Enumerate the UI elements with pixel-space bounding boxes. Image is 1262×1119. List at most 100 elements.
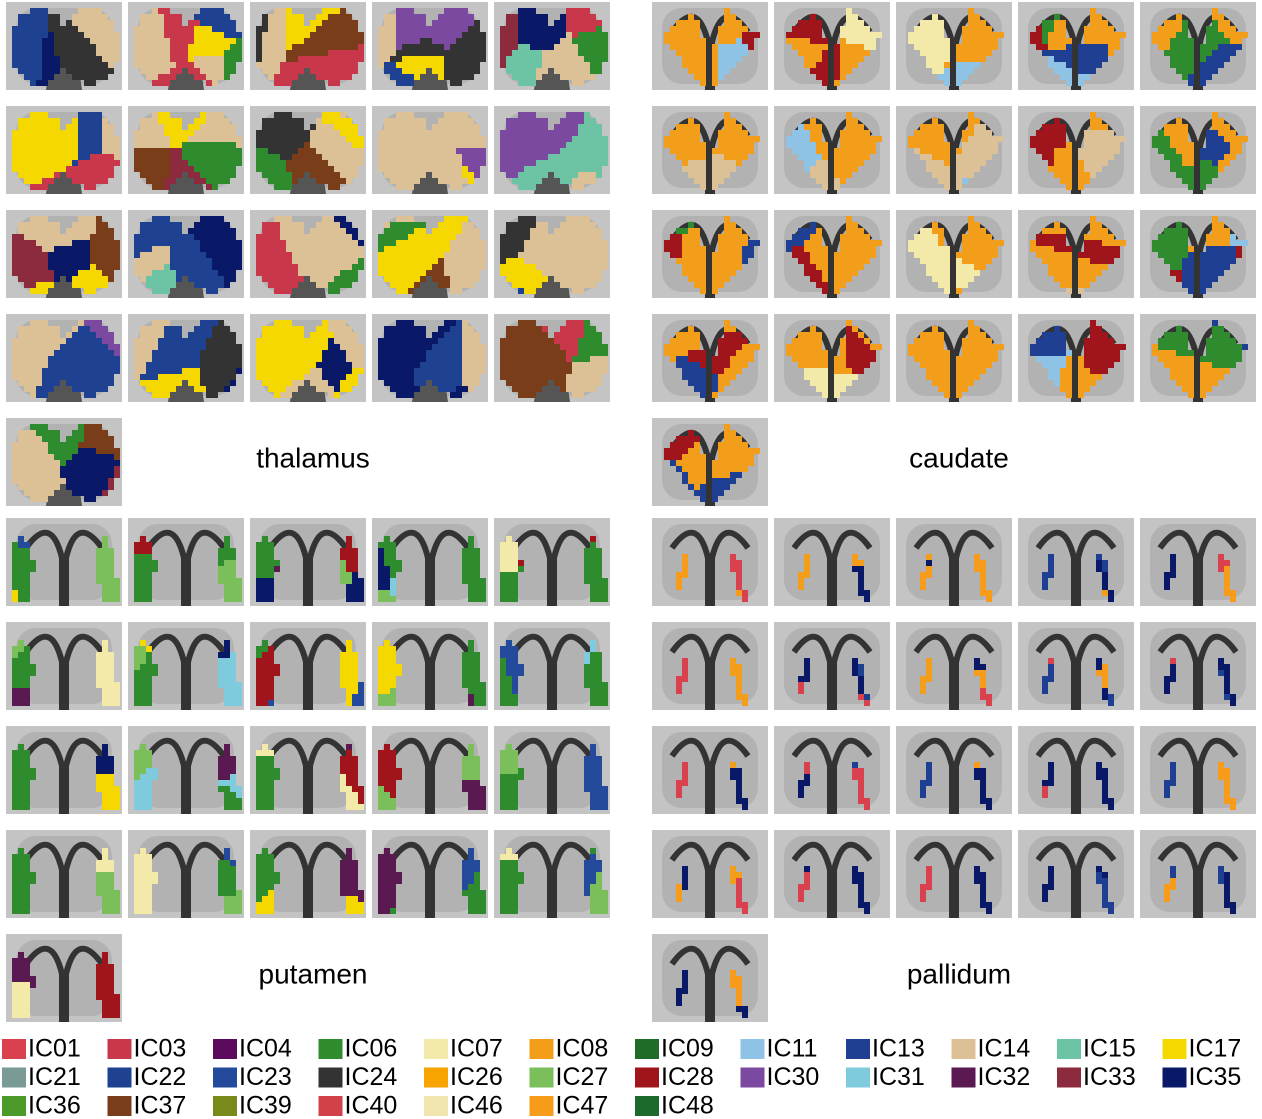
- parcel-voxel: [292, 14, 298, 20]
- parcel-voxel: [566, 228, 572, 234]
- parcel-voxel: [724, 112, 730, 118]
- parcel-voxel: [90, 80, 96, 86]
- parcel-voxel: [572, 356, 578, 362]
- parcel-voxel: [506, 234, 512, 240]
- parcel-voxel: [158, 270, 164, 276]
- parcel-voxel: [146, 240, 152, 246]
- parcel-voxel: [1060, 130, 1066, 136]
- parcel-voxel: [1158, 38, 1164, 44]
- parcel-voxel: [42, 496, 48, 502]
- parcel-voxel: [48, 362, 54, 368]
- parcel-voxel: [396, 68, 402, 74]
- parcel-voxel: [54, 264, 60, 270]
- parcel-voxel: [286, 246, 292, 252]
- parcel-voxel: [262, 338, 268, 344]
- parcel-voxel: [36, 246, 42, 252]
- parcel-voxel: [1096, 148, 1102, 154]
- parcel-voxel: [414, 118, 420, 124]
- parcel-voxel: [140, 234, 146, 240]
- parcel-voxel: [402, 14, 408, 20]
- parcel-voxel: [500, 362, 506, 368]
- parcel-voxel: [114, 148, 120, 154]
- parcel-voxel: [572, 270, 578, 276]
- parcel-voxel: [60, 32, 66, 38]
- parcel-voxel: [352, 50, 358, 56]
- parcel-voxel: [146, 154, 152, 160]
- parcel-voxel: [102, 338, 108, 344]
- parcel-voxel: [200, 386, 206, 392]
- parcel-voxel: [688, 56, 694, 62]
- parcel-voxel: [408, 44, 414, 50]
- parcel-voxel: [408, 228, 414, 234]
- parcel-voxel: [304, 344, 310, 350]
- parcel-voxel: [1060, 26, 1066, 32]
- parcel-voxel: [316, 56, 322, 62]
- parcel-voxel: [274, 362, 280, 368]
- parcel-voxel: [530, 184, 536, 190]
- parcel-voxel: [554, 44, 560, 50]
- parcel-voxel: [432, 234, 438, 240]
- parcel-voxel: [206, 350, 212, 356]
- parcel-voxel: [310, 62, 316, 68]
- parcel-voxel: [590, 148, 596, 154]
- parcel-voxel: [846, 44, 852, 50]
- parcel-voxel: [170, 240, 176, 246]
- parcel-voxel: [524, 216, 530, 222]
- parcel-voxel: [1054, 136, 1060, 142]
- parcel-voxel: [480, 252, 486, 258]
- parcel-voxel: [90, 288, 96, 294]
- parcel-voxel: [500, 160, 506, 166]
- parcel-voxel: [694, 62, 700, 68]
- parcel-voxel: [114, 240, 120, 246]
- parcel-voxel: [676, 130, 682, 136]
- parcel-voxel: [536, 282, 542, 288]
- parcel-voxel: [298, 222, 304, 228]
- parcel-voxel: [322, 32, 328, 38]
- parcel-voxel: [108, 356, 114, 362]
- parcel-voxel: [90, 172, 96, 178]
- parcel-voxel: [54, 124, 60, 130]
- parcel-voxel: [384, 142, 390, 148]
- parcel-voxel: [560, 356, 566, 362]
- parcel-voxel: [90, 282, 96, 288]
- parcel-voxel: [18, 344, 24, 350]
- parcel-voxel: [158, 8, 164, 14]
- parcel-voxel: [212, 282, 218, 288]
- parcel-voxel: [962, 136, 968, 142]
- parcel-voxel: [1060, 142, 1066, 148]
- parcel-voxel: [1048, 38, 1054, 44]
- parcel-voxel: [108, 130, 114, 136]
- parcel-voxel: [340, 380, 346, 386]
- parcel-voxel: [1182, 68, 1188, 74]
- parcel-voxel: [164, 270, 170, 276]
- parcel-voxel: [102, 264, 108, 270]
- parcel-voxel: [390, 368, 396, 374]
- parcel-voxel: [212, 374, 218, 380]
- parcel-voxel: [378, 344, 384, 350]
- parcel-voxel: [30, 496, 36, 502]
- parcel-voxel: [480, 148, 486, 154]
- parcel-voxel: [810, 26, 816, 32]
- parcel-voxel: [420, 118, 426, 124]
- parcel-voxel: [292, 264, 298, 270]
- parcel-voxel: [968, 56, 974, 62]
- parcel-voxel: [90, 368, 96, 374]
- parcel-voxel: [420, 32, 426, 38]
- parcel-voxel: [310, 356, 316, 362]
- parcel-voxel: [224, 62, 230, 68]
- parcel-voxel: [530, 350, 536, 356]
- parcel-voxel: [236, 148, 242, 154]
- parcel-voxel: [444, 222, 450, 228]
- parcel-voxel: [390, 136, 396, 142]
- parcel-voxel: [48, 386, 54, 392]
- parcel-voxel: [42, 392, 48, 398]
- parcel-voxel: [944, 172, 950, 178]
- parcel-voxel: [596, 172, 602, 178]
- parcel-voxel: [566, 172, 572, 178]
- parcel-voxel: [292, 172, 298, 178]
- parcel-voxel: [566, 38, 572, 44]
- parcel-voxel: [108, 68, 114, 74]
- parcel-voxel: [572, 246, 578, 252]
- parcel-voxel: [530, 344, 536, 350]
- parcel-voxel: [664, 32, 670, 38]
